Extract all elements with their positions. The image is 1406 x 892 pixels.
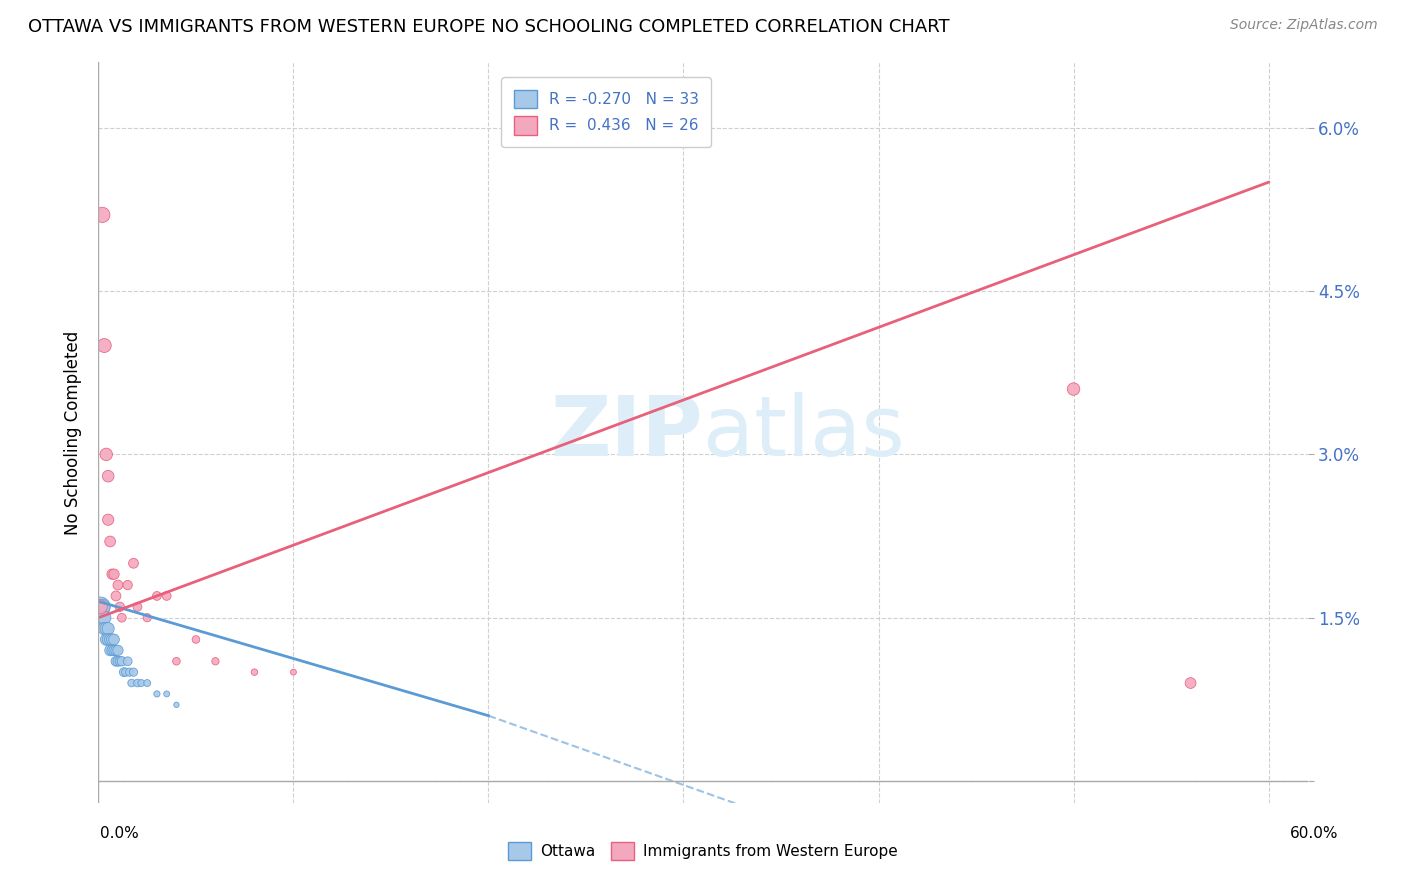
Point (96, 622, 118, 636)
Point (98, 534, 121, 549)
Point (93, 622, 115, 636)
Point (156, 687, 179, 701)
Point (146, 589, 169, 603)
Point (127, 676, 149, 690)
Text: OTTAWA VS IMMIGRANTS FROM WESTERN EUROPE NO SCHOOLING COMPLETED CORRELATION CHAR: OTTAWA VS IMMIGRANTS FROM WESTERN EUROPE… (28, 18, 949, 36)
Point (97, 622, 120, 636)
Point (89, 599, 111, 614)
Point (108, 599, 131, 614)
Point (122, 665, 145, 680)
Point (184, 632, 207, 647)
Point (96, 447, 118, 461)
Point (91, 208, 114, 222)
Point (146, 687, 169, 701)
Point (89, 599, 111, 614)
Point (107, 578, 129, 592)
Legend: R = -0.270   N = 33, R =  0.436   N = 26: R = -0.270 N = 33, R = 0.436 N = 26 (502, 78, 711, 147)
Text: atlas: atlas (703, 392, 904, 473)
Point (107, 643, 129, 657)
Point (104, 643, 127, 657)
Point (104, 589, 127, 603)
Point (93, 338, 115, 352)
Point (111, 654, 134, 668)
Point (204, 654, 226, 668)
Point (121, 676, 143, 690)
Point (156, 589, 179, 603)
Point (108, 654, 131, 668)
Point (97, 632, 120, 647)
Point (97, 513, 120, 527)
Text: 60.0%: 60.0% (1291, 827, 1339, 841)
Point (122, 556, 145, 570)
Point (112, 665, 135, 680)
Point (107, 654, 129, 668)
Point (91, 599, 114, 614)
Point (97, 469, 120, 483)
Point (93, 610, 115, 624)
Point (165, 698, 187, 712)
Point (91, 610, 114, 624)
Text: ZIP: ZIP (551, 392, 703, 473)
Point (111, 610, 134, 624)
Point (165, 654, 187, 668)
Point (118, 665, 141, 680)
Point (104, 654, 127, 668)
Point (98, 643, 121, 657)
Text: 0.0%: 0.0% (100, 827, 139, 841)
Point (1063, 382, 1085, 396)
Point (283, 665, 305, 680)
Point (131, 676, 153, 690)
Point (114, 665, 136, 680)
Point (127, 599, 149, 614)
Point (101, 567, 124, 582)
Point (136, 676, 159, 690)
Legend: Ottawa, Immigrants from Western Europe: Ottawa, Immigrants from Western Europe (502, 836, 904, 866)
Point (117, 654, 139, 668)
Point (98, 632, 121, 647)
Point (101, 643, 124, 657)
Text: Source: ZipAtlas.com: Source: ZipAtlas.com (1230, 18, 1378, 32)
Point (136, 610, 159, 624)
Point (103, 632, 125, 647)
Point (96, 632, 118, 647)
Point (243, 665, 266, 680)
Point (101, 632, 124, 647)
Y-axis label: No Schooling Completed: No Schooling Completed (65, 331, 83, 534)
Point (103, 567, 125, 582)
Point (1180, 676, 1202, 690)
Point (117, 578, 139, 592)
Point (103, 643, 125, 657)
